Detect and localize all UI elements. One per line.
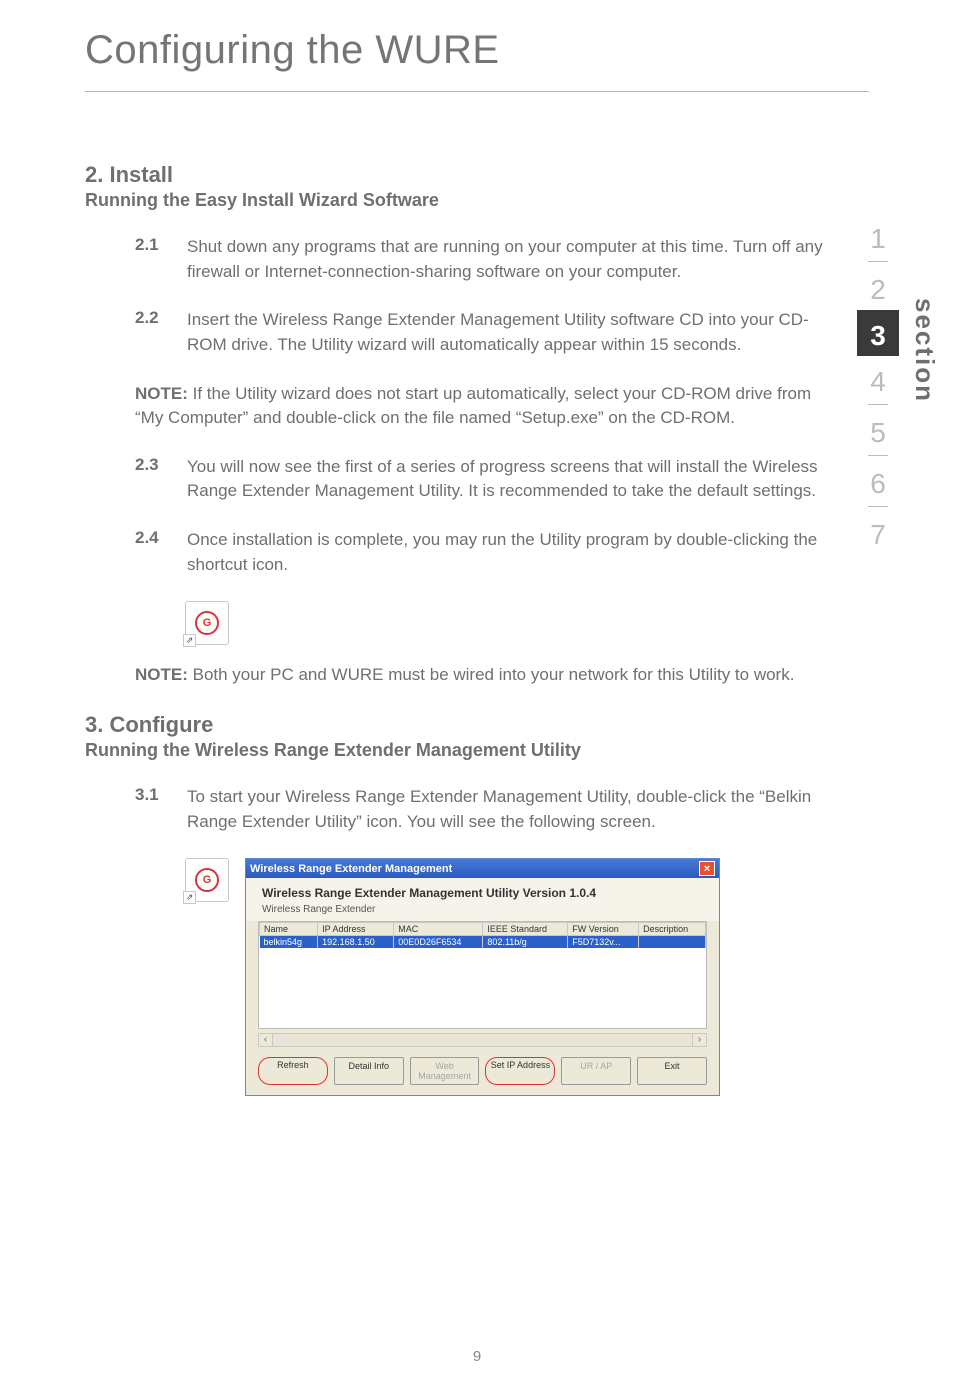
step-3-1: 3.1 To start your Wireless Range Extende… [135,785,824,834]
nav-separator [868,455,888,456]
shortcut-arrow-icon: ⇗ [183,634,196,647]
cell-mac: 00E0D26F6534 [394,936,483,949]
configure-subheading: Running the Wireless Range Extender Mana… [85,740,824,761]
cell-fw: F5D7132v... [568,936,639,949]
section-nav-7[interactable]: 7 [857,509,899,555]
step-2-2: 2.2 Insert the Wireless Range Extender M… [135,308,824,357]
cell-desc [639,936,706,949]
content-column: 2. Install Running the Easy Install Wiza… [85,162,824,1096]
section-label: section [909,298,940,403]
step-2-1: 2.1 Shut down any programs that are runn… [135,235,824,284]
step-text: Insert the Wireless Range Extender Manag… [187,308,824,357]
step-text: You will now see the first of a series o… [187,455,824,504]
page-number: 9 [0,1348,954,1365]
note-label: NOTE: [135,665,188,684]
web-management-button[interactable]: Web Management [410,1057,480,1085]
window-title: Wireless Range Extender Management [250,863,452,875]
step-num: 2.2 [135,308,187,357]
col-ieee[interactable]: IEEE Standard [483,923,568,936]
section-nav-3[interactable]: 3 [857,310,899,356]
step-text: Once installation is complete, you may r… [187,528,824,577]
set-ip-address-button[interactable]: Set IP Address [485,1057,555,1085]
step-2-4: 2.4 Once installation is complete, you m… [135,528,824,577]
table-header-row: Name IP Address MAC IEEE Standard FW Ver… [260,923,706,936]
configure-heading: 3. Configure [85,712,824,738]
step-text: Shut down any programs that are running … [187,235,824,284]
step-num: 3.1 [135,785,187,834]
refresh-button[interactable]: Refresh [258,1057,328,1085]
step-num: 2.3 [135,455,187,504]
section-nav-6[interactable]: 6 [857,458,899,504]
step-text: To start your Wireless Range Extender Ma… [187,785,824,834]
horizontal-scrollbar[interactable]: ‹ › [258,1033,707,1047]
note-label: NOTE: [135,384,188,403]
detail-info-button[interactable]: Detail Info [334,1057,404,1085]
utility-shortcut-icon-2: G ⇗ [185,858,229,902]
cell-ieee: 802.11b/g [483,936,568,949]
page-title: Configuring the WURE [85,28,954,73]
section-nav-4[interactable]: 4 [857,356,899,402]
cell-name: belkin54g [260,936,318,949]
col-desc[interactable]: Description [639,923,706,936]
close-button[interactable]: × [699,861,715,876]
device-table: Name IP Address MAC IEEE Standard FW Ver… [258,921,707,1029]
step-num: 2.1 [135,235,187,284]
note-text: If the Utility wizard does not start up … [135,384,811,428]
note-1: NOTE: If the Utility wizard does not sta… [135,382,824,431]
scroll-left-icon[interactable]: ‹ [259,1034,273,1046]
screenshot-row: G ⇗ Wireless Range Extender Management ×… [185,858,824,1096]
wifi-g-icon: G [195,611,219,635]
section-nav-5[interactable]: 5 [857,407,899,453]
install-subheading: Running the Easy Install Wizard Software [85,190,824,211]
button-row: Refresh Detail Info Web Management Set I… [246,1053,719,1095]
col-fw[interactable]: FW Version [568,923,639,936]
section-nav-1[interactable]: 1 [857,213,899,259]
ur-ap-button[interactable]: UR / AP [561,1057,631,1085]
shortcut-arrow-icon: ⇗ [183,891,196,904]
note-2: NOTE: Both your PC and WURE must be wire… [135,663,824,688]
section-nav-2[interactable]: 2 [857,264,899,310]
nav-separator [868,506,888,507]
utility-shortcut-icon: G ⇗ [185,601,229,645]
step-num: 2.4 [135,528,187,577]
col-name[interactable]: Name [260,923,318,936]
col-mac[interactable]: MAC [394,923,483,936]
nav-separator [868,404,888,405]
step-2-3: 2.3 You will now see the first of a seri… [135,455,824,504]
cell-ip: 192.168.1.50 [318,936,394,949]
exit-button[interactable]: Exit [637,1057,707,1085]
table-row[interactable]: belkin54g 192.168.1.50 00E0D26F6534 802.… [260,936,706,949]
install-heading: 2. Install [85,162,824,188]
management-utility-window: Wireless Range Extender Management × Wir… [245,858,720,1096]
utility-version-title: Wireless Range Extender Management Utili… [246,878,719,904]
device-section-label: Wireless Range Extender [246,904,719,921]
title-rule [85,91,869,92]
wifi-g-icon: G [195,868,219,892]
window-titlebar: Wireless Range Extender Management × [246,859,719,878]
col-ip[interactable]: IP Address [318,923,394,936]
section-nav: 1 2 3 4 5 6 7 [857,213,899,555]
scroll-right-icon[interactable]: › [692,1034,706,1046]
nav-separator [868,261,888,262]
note-text: Both your PC and WURE must be wired into… [188,665,795,684]
table-empty-area [259,948,706,1028]
